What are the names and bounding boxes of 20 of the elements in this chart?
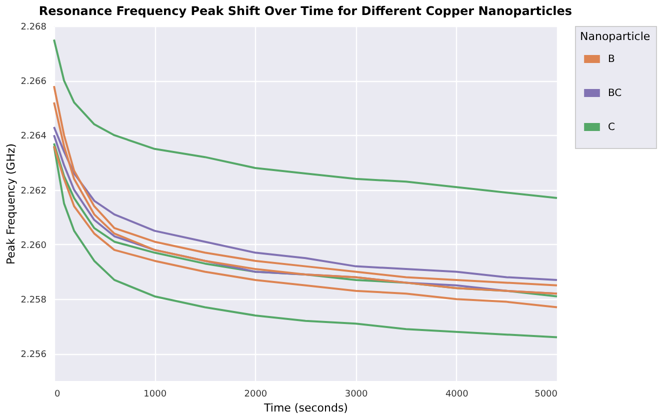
legend-label: C [608, 122, 615, 133]
x-tick-label: 3000 [344, 390, 368, 400]
x-tick-label: 5000 [534, 390, 558, 400]
chart-title: Resonance Frequency Peak Shift Over Time for Different Copper Nanoparticles [38, 4, 572, 18]
y-tick-label: 2.266 [20, 77, 47, 88]
y-axis-title: Peak Frequency (GHz) [4, 143, 18, 265]
y-tick-label: 2.256 [20, 350, 47, 360]
x-tick-label: 1000 [144, 390, 167, 400]
y-tick-label: 2.258 [20, 296, 47, 306]
x-tick-label: 4000 [445, 390, 469, 400]
x-tick-label: 2000 [244, 390, 268, 400]
y-tick-label: 2.264 [20, 132, 47, 142]
legend-label: B [608, 54, 615, 65]
legend-title: Nanoparticle [580, 30, 650, 43]
legend-label: BC [608, 88, 622, 99]
y-tick-label: 2.268 [20, 22, 47, 32]
x-axis-title: Time (seconds) [263, 402, 348, 414]
x-tick-label: 0 [54, 390, 60, 400]
y-tick-label: 2.262 [20, 186, 46, 196]
y-tick-label: 2.260 [20, 240, 47, 251]
